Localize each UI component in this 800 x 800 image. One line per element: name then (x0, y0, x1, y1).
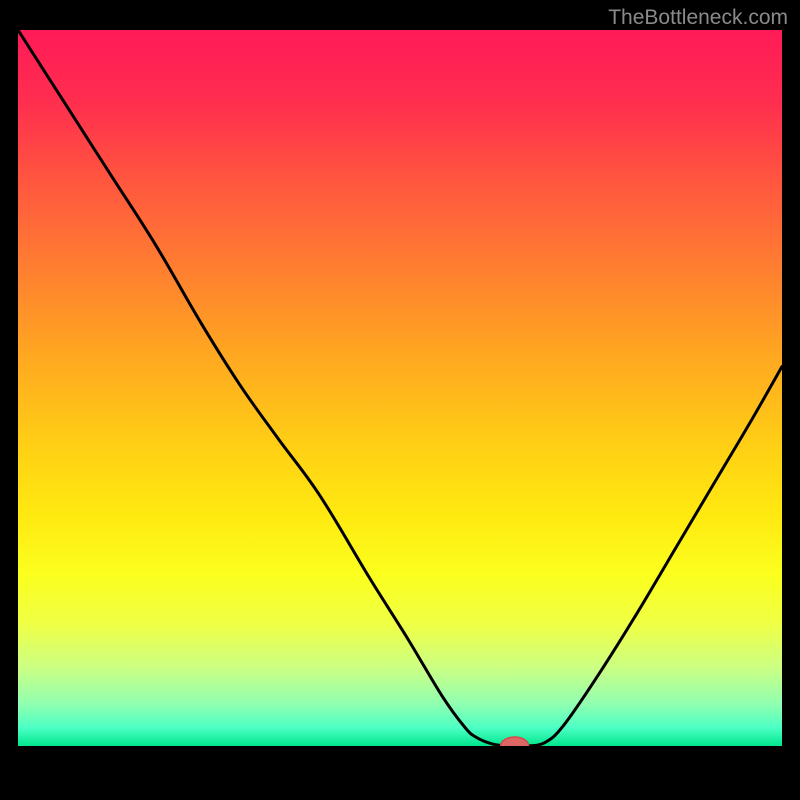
attribution-text: TheBottleneck.com (608, 6, 788, 30)
bottleneck-curve (18, 30, 782, 746)
plot-area (18, 30, 782, 746)
optimal-marker (501, 737, 529, 746)
axis-bottom-strip (0, 746, 800, 800)
curve-layer (18, 30, 782, 746)
